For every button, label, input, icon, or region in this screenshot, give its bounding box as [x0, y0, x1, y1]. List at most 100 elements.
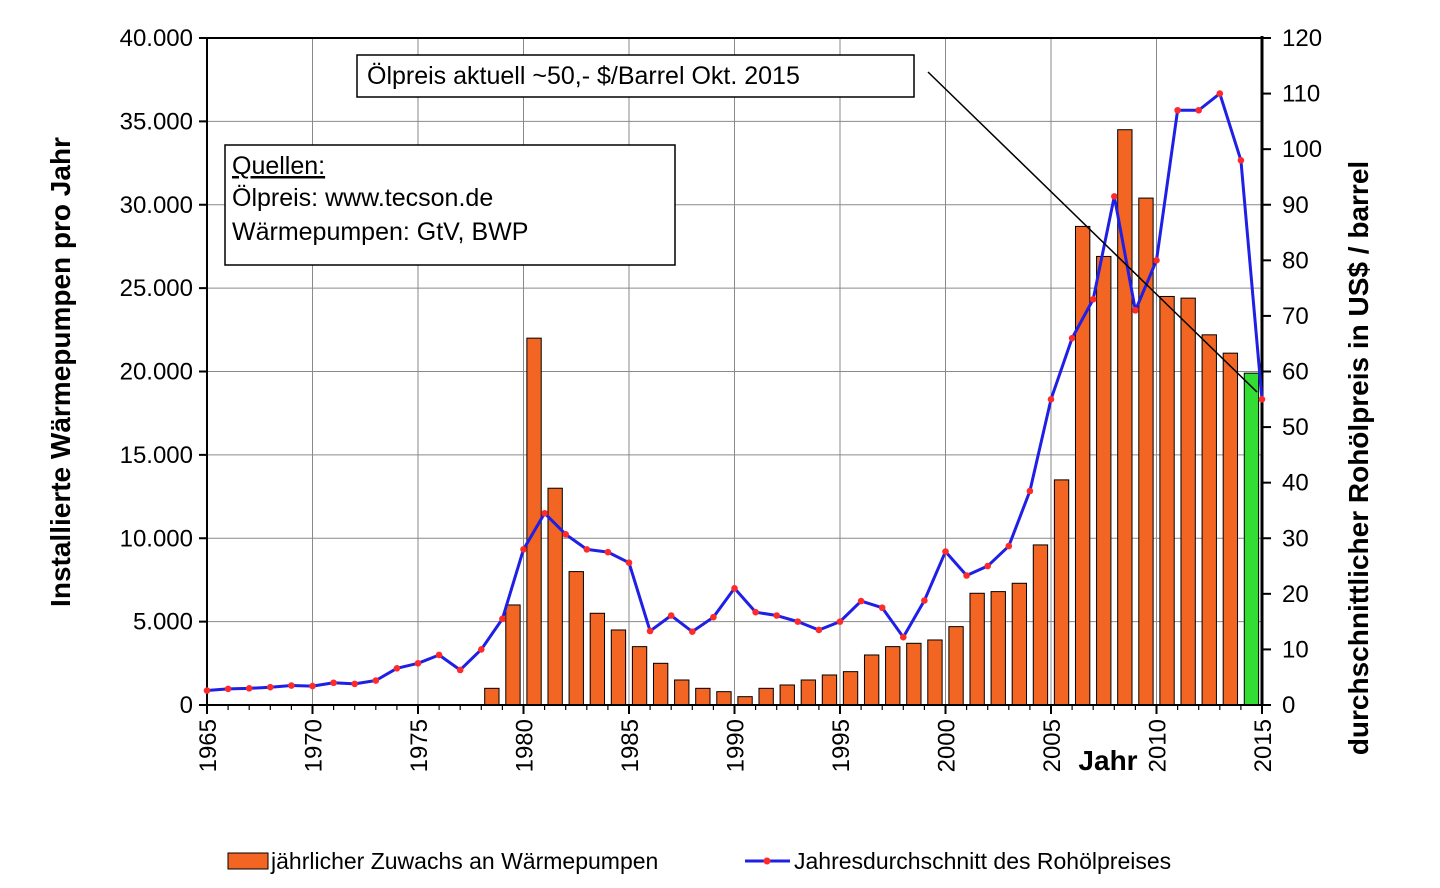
bar	[927, 639, 943, 706]
x-tick-label: 2000	[934, 719, 961, 772]
price-point	[309, 682, 316, 690]
price-point	[773, 612, 780, 619]
y-tick-label: 25.000	[120, 275, 193, 302]
price-point	[1153, 257, 1160, 264]
y-tick-label: 0	[180, 692, 193, 719]
price-point	[815, 626, 823, 634]
x-tick-label: 1975	[406, 719, 433, 772]
price-point	[562, 531, 569, 538]
price-point	[921, 597, 928, 604]
y-tick-label: 30.000	[120, 192, 193, 219]
legend-line-label: Jahresdurchschnitt des Rohölpreises	[794, 848, 1171, 874]
bar	[948, 626, 964, 706]
x-axis-title: Jahr	[1078, 745, 1137, 776]
bar	[990, 591, 1006, 706]
price-point	[499, 615, 506, 623]
price-point	[541, 509, 548, 517]
bar	[610, 629, 627, 706]
price-point	[351, 680, 359, 688]
bar	[631, 646, 648, 706]
left-axis-ticks: 0 5.000 10.000 15.000 20.000 25.000 30.000 35.0…	[120, 25, 207, 719]
y2-axis-title: durchschnittlicher Rohölpreis in US$ / b…	[1343, 161, 1374, 755]
price-point	[1174, 106, 1181, 114]
price-point	[984, 562, 991, 570]
y2-tick-label: 110	[1282, 81, 1320, 108]
y2-tick-label: 50	[1282, 414, 1309, 441]
right-axis-ticks: 0 10 20 30 40 50 60 70 80 90 100 110 120	[1262, 25, 1322, 719]
bar	[969, 592, 985, 706]
y2-tick-label: 120	[1282, 25, 1322, 52]
bar	[1032, 544, 1049, 706]
bar	[1180, 297, 1196, 706]
y2-tick-label: 20	[1282, 581, 1309, 608]
annotation-text: Ölpreis aktuell ~50,- $/Barrel Okt. 2015	[367, 62, 800, 90]
price-point	[646, 627, 654, 635]
price-point	[288, 682, 295, 689]
y2-tick-label: 40	[1282, 470, 1309, 497]
price-point	[330, 679, 337, 687]
x-tick-label: 2010	[1145, 719, 1172, 772]
price-point	[456, 666, 464, 674]
price-point	[604, 548, 612, 556]
bar	[1053, 479, 1070, 706]
price-point	[836, 618, 844, 625]
y-tick-label: 35.000	[120, 108, 193, 135]
price-point	[372, 677, 380, 684]
price-point	[224, 685, 232, 693]
bar	[484, 687, 500, 706]
price-point	[203, 687, 211, 694]
x-tick-label: 1995	[828, 719, 855, 772]
y2-tick-label: 30	[1282, 525, 1309, 552]
bar	[1243, 372, 1260, 706]
price-point	[878, 604, 886, 612]
y-axis-title: Installierte Wärmepumpen pro Jahr	[45, 137, 76, 607]
x-tick-label: 1970	[301, 719, 328, 772]
price-point	[625, 559, 633, 567]
y2-tick-label: 60	[1282, 359, 1309, 386]
bar	[737, 696, 753, 706]
price-point	[794, 618, 802, 625]
price-point	[1237, 156, 1245, 164]
annotation-pointer	[927, 71, 1258, 393]
x-tick-label: 1965	[195, 719, 222, 772]
price-point	[900, 633, 907, 641]
price-point	[1111, 193, 1118, 200]
price-point	[963, 572, 970, 579]
bar	[1074, 225, 1091, 706]
price-point	[667, 612, 675, 619]
bar	[1096, 255, 1112, 706]
bar	[1159, 295, 1175, 706]
price-line	[203, 90, 1266, 694]
bar	[863, 654, 880, 706]
y2-tick-label: 70	[1282, 303, 1309, 330]
bar	[1222, 352, 1239, 706]
x-tick-label: 1980	[512, 719, 539, 772]
bar	[842, 671, 859, 706]
bar	[1201, 334, 1217, 706]
price-point	[583, 546, 591, 553]
price-point	[414, 660, 422, 667]
bar	[716, 691, 732, 706]
bar	[779, 684, 795, 706]
price-point	[520, 546, 527, 553]
price-point	[1195, 106, 1202, 114]
price-point	[1258, 395, 1266, 403]
price-point	[1026, 487, 1034, 495]
bar	[505, 604, 521, 706]
annotation: Ölpreis aktuell ~50,- $/Barrel Okt. 2015	[356, 54, 1258, 393]
price-point	[267, 683, 274, 691]
price-point	[1047, 395, 1055, 403]
price-point	[393, 665, 401, 672]
sources-heatpumps: Wärmepumpen: GtV, BWP	[232, 218, 528, 246]
y-tick-label: 5.000	[133, 609, 193, 636]
bar	[589, 612, 606, 706]
bar	[800, 679, 817, 706]
x-axis-ticks: 1965 1970 1975 1980 1985 1990 1995 2000 2005 2010…	[195, 705, 1277, 772]
bar	[568, 571, 584, 706]
x-tick-label: 1985	[617, 719, 644, 772]
x-tick-label: 2015	[1250, 719, 1277, 772]
y2-tick-label: 80	[1282, 247, 1309, 274]
price-point	[752, 608, 759, 616]
price-point	[689, 628, 696, 635]
